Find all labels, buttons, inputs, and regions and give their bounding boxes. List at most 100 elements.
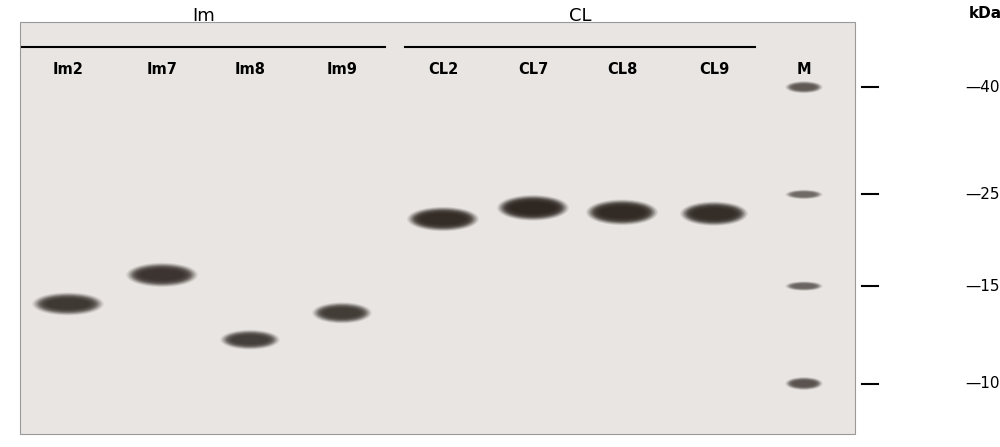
Ellipse shape bbox=[418, 212, 468, 226]
Text: CL7: CL7 bbox=[518, 62, 548, 77]
Ellipse shape bbox=[133, 266, 191, 284]
Ellipse shape bbox=[792, 192, 816, 197]
Ellipse shape bbox=[786, 81, 822, 93]
Ellipse shape bbox=[411, 209, 475, 229]
Ellipse shape bbox=[408, 207, 478, 231]
Ellipse shape bbox=[694, 209, 734, 219]
Ellipse shape bbox=[417, 211, 469, 227]
Text: Im: Im bbox=[192, 7, 215, 25]
Text: Im7: Im7 bbox=[147, 62, 177, 77]
Ellipse shape bbox=[44, 298, 92, 310]
Ellipse shape bbox=[47, 299, 89, 308]
Ellipse shape bbox=[507, 200, 559, 216]
Ellipse shape bbox=[791, 192, 817, 197]
Text: Im2: Im2 bbox=[53, 62, 83, 77]
Ellipse shape bbox=[592, 202, 652, 223]
Ellipse shape bbox=[33, 293, 103, 315]
Ellipse shape bbox=[38, 295, 98, 313]
Ellipse shape bbox=[35, 294, 101, 314]
Ellipse shape bbox=[587, 200, 657, 224]
Ellipse shape bbox=[232, 335, 268, 344]
Ellipse shape bbox=[325, 309, 359, 317]
Ellipse shape bbox=[419, 213, 467, 225]
Ellipse shape bbox=[788, 282, 820, 290]
Ellipse shape bbox=[421, 214, 465, 224]
Ellipse shape bbox=[689, 206, 739, 221]
Ellipse shape bbox=[793, 381, 815, 386]
Ellipse shape bbox=[789, 83, 819, 91]
Ellipse shape bbox=[786, 190, 822, 199]
Ellipse shape bbox=[593, 203, 651, 222]
Text: CL: CL bbox=[569, 7, 591, 25]
Text: CL8: CL8 bbox=[607, 62, 637, 77]
Ellipse shape bbox=[789, 83, 819, 92]
Ellipse shape bbox=[498, 196, 568, 220]
Ellipse shape bbox=[324, 308, 360, 318]
Ellipse shape bbox=[786, 190, 822, 199]
Ellipse shape bbox=[786, 282, 822, 291]
Ellipse shape bbox=[594, 204, 650, 221]
Ellipse shape bbox=[227, 333, 273, 346]
Ellipse shape bbox=[229, 334, 271, 346]
Ellipse shape bbox=[319, 306, 365, 320]
Ellipse shape bbox=[497, 195, 569, 221]
Ellipse shape bbox=[132, 266, 192, 284]
Ellipse shape bbox=[413, 210, 473, 228]
Text: Im8: Im8 bbox=[234, 62, 266, 77]
Ellipse shape bbox=[223, 331, 277, 348]
Ellipse shape bbox=[690, 207, 738, 220]
Ellipse shape bbox=[786, 282, 822, 291]
Ellipse shape bbox=[590, 202, 654, 223]
Ellipse shape bbox=[422, 214, 464, 224]
Ellipse shape bbox=[792, 84, 816, 90]
Ellipse shape bbox=[789, 379, 819, 388]
Ellipse shape bbox=[225, 332, 275, 348]
Ellipse shape bbox=[317, 304, 367, 321]
Ellipse shape bbox=[786, 377, 822, 390]
Ellipse shape bbox=[788, 190, 820, 198]
Text: —25: —25 bbox=[965, 187, 1000, 202]
Ellipse shape bbox=[792, 84, 816, 90]
Ellipse shape bbox=[509, 201, 557, 215]
Ellipse shape bbox=[786, 82, 822, 93]
Ellipse shape bbox=[600, 207, 644, 218]
Ellipse shape bbox=[508, 201, 558, 215]
Ellipse shape bbox=[226, 333, 274, 347]
Ellipse shape bbox=[407, 207, 479, 232]
Ellipse shape bbox=[788, 82, 820, 92]
Ellipse shape bbox=[511, 202, 555, 214]
Ellipse shape bbox=[321, 307, 363, 319]
Ellipse shape bbox=[789, 283, 819, 290]
Ellipse shape bbox=[228, 333, 272, 346]
Ellipse shape bbox=[793, 84, 815, 90]
Ellipse shape bbox=[504, 198, 562, 217]
Ellipse shape bbox=[126, 263, 198, 287]
Ellipse shape bbox=[791, 283, 817, 289]
Text: —10: —10 bbox=[965, 376, 1000, 391]
Text: Im9: Im9 bbox=[327, 62, 357, 77]
Ellipse shape bbox=[230, 335, 270, 345]
Ellipse shape bbox=[39, 295, 97, 312]
Ellipse shape bbox=[601, 207, 643, 217]
Ellipse shape bbox=[410, 208, 476, 230]
Ellipse shape bbox=[322, 308, 362, 318]
Ellipse shape bbox=[46, 299, 90, 309]
Ellipse shape bbox=[320, 306, 364, 320]
Ellipse shape bbox=[314, 304, 370, 322]
Ellipse shape bbox=[598, 206, 646, 219]
Ellipse shape bbox=[136, 267, 188, 283]
Text: —15: —15 bbox=[965, 278, 1000, 294]
Ellipse shape bbox=[36, 294, 100, 314]
Ellipse shape bbox=[586, 199, 658, 225]
Ellipse shape bbox=[318, 305, 366, 320]
Ellipse shape bbox=[789, 191, 819, 198]
Ellipse shape bbox=[140, 270, 184, 280]
Ellipse shape bbox=[414, 210, 472, 228]
Ellipse shape bbox=[129, 264, 195, 286]
Ellipse shape bbox=[787, 282, 821, 290]
Ellipse shape bbox=[790, 191, 818, 198]
Ellipse shape bbox=[684, 203, 744, 224]
Ellipse shape bbox=[503, 198, 563, 218]
Ellipse shape bbox=[792, 284, 816, 288]
Ellipse shape bbox=[137, 268, 187, 282]
